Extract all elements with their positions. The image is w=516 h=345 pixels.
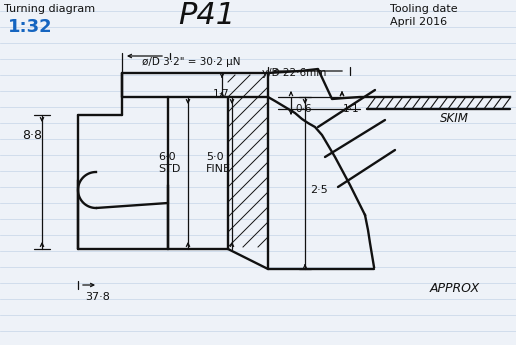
Text: April 2016: April 2016	[390, 17, 447, 27]
Text: 1·1: 1·1	[343, 104, 360, 114]
Text: 8·8: 8·8	[22, 128, 42, 141]
Text: P41: P41	[178, 1, 235, 30]
Text: APPROX: APPROX	[430, 282, 480, 295]
Text: 1:32: 1:32	[8, 18, 53, 36]
Text: ø/D 3·2" = 30·2 μN: ø/D 3·2" = 30·2 μN	[142, 57, 240, 67]
Text: SKIM: SKIM	[440, 112, 469, 125]
Text: 37·8: 37·8	[85, 292, 110, 302]
Text: FINE: FINE	[206, 164, 231, 174]
Text: Turning diagram: Turning diagram	[4, 4, 95, 14]
Text: 0·6: 0·6	[295, 104, 312, 114]
Text: 5·0: 5·0	[206, 152, 223, 162]
Text: Tooling date: Tooling date	[390, 4, 458, 14]
Text: 1·7: 1·7	[213, 89, 230, 99]
Text: y/D 22·6mm: y/D 22·6mm	[262, 68, 327, 78]
Text: STD: STD	[158, 164, 181, 174]
Text: 6·0: 6·0	[158, 152, 175, 162]
Text: 2·5: 2·5	[310, 185, 328, 195]
